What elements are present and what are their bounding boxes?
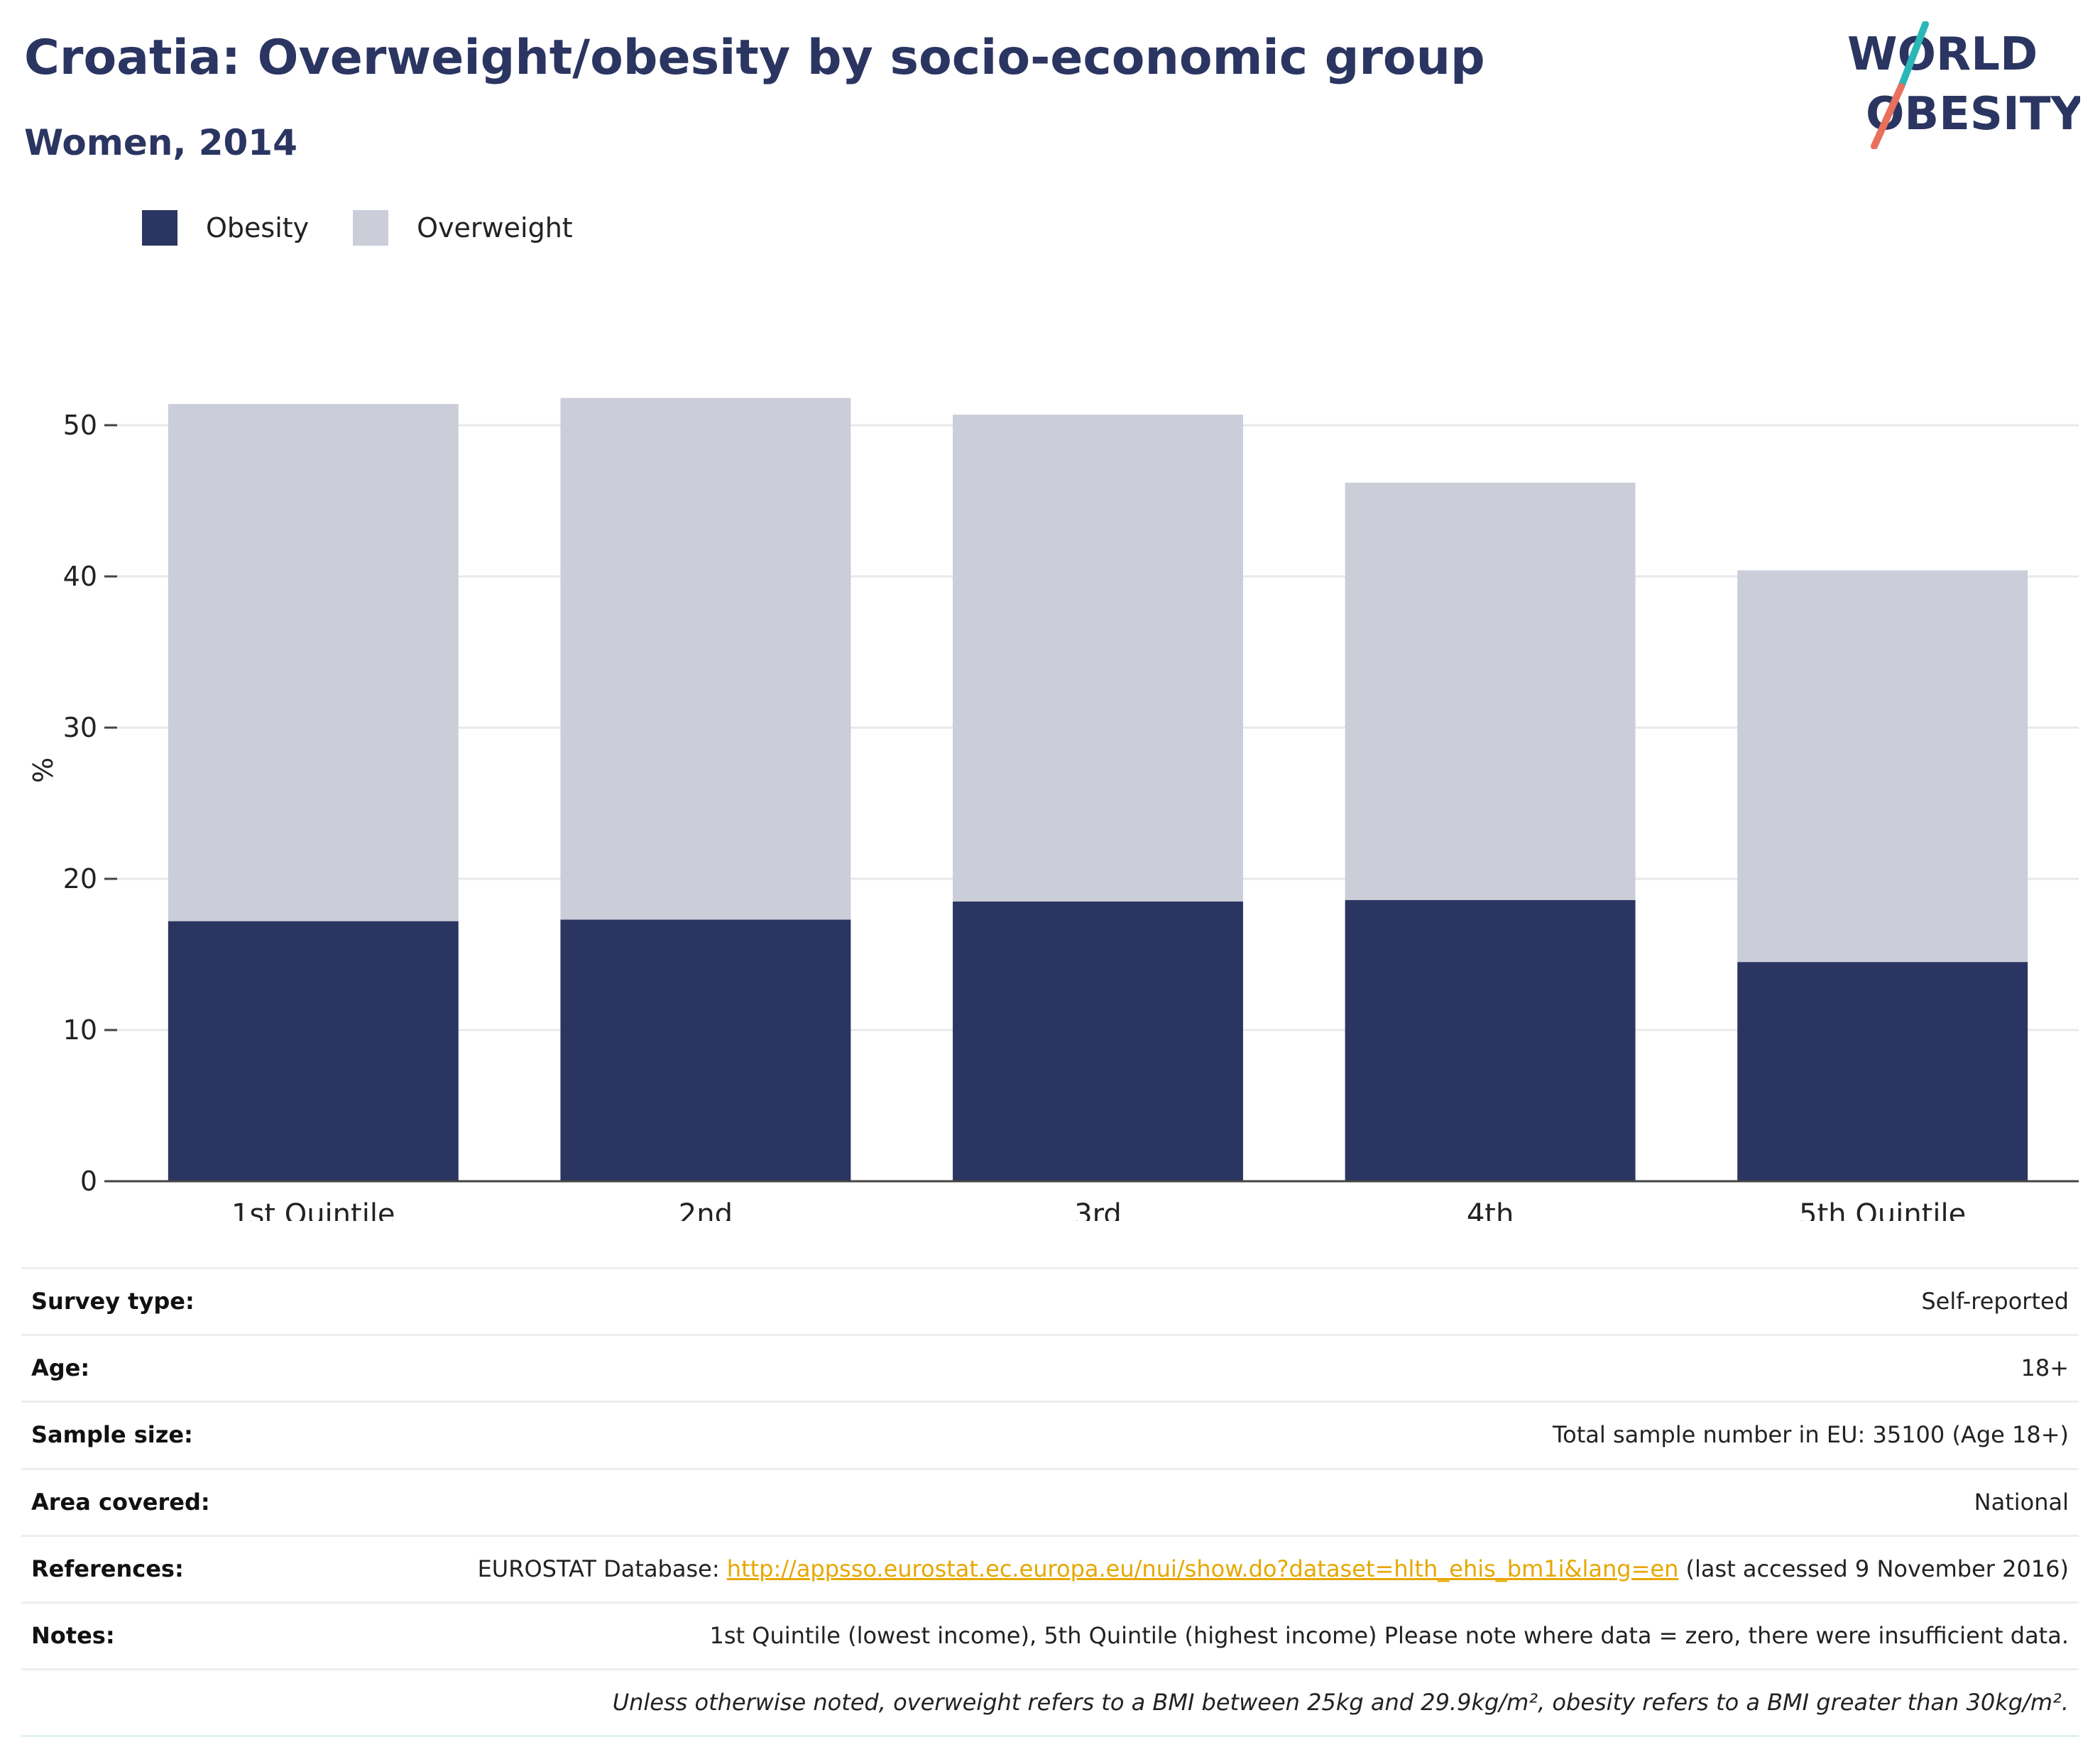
y-tick-label: 30 <box>63 712 97 743</box>
row-key: Survey type: <box>21 1266 439 1335</box>
y-tick-label: 20 <box>63 863 97 894</box>
stacked-bar-chart: 0 10 20 30 40 50% 1st Quintile 2nd 3rd 4th 5th Qui… <box>28 398 2079 1221</box>
chart-legend: Obesity Overweight <box>142 210 617 246</box>
table-row: Age: 18+ <box>21 1334 2079 1402</box>
x-tick-label: 5th Quintile <box>1799 1198 1966 1221</box>
legend-swatch-obesity <box>142 210 177 246</box>
references-suffix: (last accessed 9 November 2016) <box>1678 1555 2069 1582</box>
bar-obesity-3 <box>953 901 1243 1181</box>
bar-obesity-1 <box>168 921 459 1181</box>
y-tick-label: 40 <box>63 561 97 592</box>
row-key <box>21 1668 439 1738</box>
row-value: 18+ <box>439 1334 2079 1402</box>
bar-obesity-5 <box>1737 962 2028 1181</box>
x-tick-label: 4th <box>1467 1198 1514 1221</box>
survey-info-table: Survey type: Self-reported Age: 18+ Samp… <box>21 1266 2079 1738</box>
table-row: Area covered: National <box>21 1467 2079 1536</box>
world-obesity-logo: WORLD OBESITY <box>1847 21 2080 149</box>
row-value: National <box>439 1467 2079 1536</box>
y-tick-label: 10 <box>63 1014 97 1046</box>
x-tick-label: 2nd <box>679 1198 733 1221</box>
row-key: References: <box>21 1534 439 1603</box>
table-row: Sample size: Total sample number in EU: … <box>21 1401 2079 1469</box>
legend-item-obesity[interactable]: Obesity <box>142 210 309 246</box>
x-tick-label: 1st Quintile <box>231 1198 395 1221</box>
table-row-references: References: EUROSTAT Database: http://ap… <box>21 1534 2079 1603</box>
y-tick-label: 50 <box>63 410 97 441</box>
footnote: Unless otherwise noted, overweight refer… <box>439 1668 2079 1738</box>
row-value: EUROSTAT Database: http://appsso.eurosta… <box>439 1534 2079 1603</box>
row-value: Self-reported <box>439 1266 2079 1335</box>
row-key: Age: <box>21 1334 439 1402</box>
references-prefix: EUROSTAT Database: <box>477 1555 727 1582</box>
bar-obesity-2 <box>560 919 851 1181</box>
row-key: Area covered: <box>21 1467 439 1536</box>
bar-overweight-3 <box>953 415 1243 902</box>
axes: 0 10 20 30 40 50% 1st Quintile 2nd 3rd 4th 5th Qui… <box>28 410 2079 1221</box>
logo-line1: WORLD <box>1847 28 2038 81</box>
legend-swatch-overweight <box>353 210 389 246</box>
legend-label-obesity: Obesity <box>206 212 310 243</box>
bar-overweight-5 <box>1737 570 2028 963</box>
x-tick-label: 3rd <box>1074 1198 1122 1221</box>
page-title: Croatia: Overweight/obesity by socio-eco… <box>24 30 1485 86</box>
logo-line2: OBESITY <box>1866 88 2080 141</box>
y-axis-label: % <box>28 757 59 783</box>
bar-overweight-1 <box>168 404 459 921</box>
y-tick-label: 0 <box>80 1166 97 1197</box>
page-subtitle: Women, 2014 <box>24 122 297 163</box>
bar-overweight-2 <box>560 398 851 920</box>
row-key: Notes: <box>21 1601 439 1670</box>
table-row-footnote: Unless otherwise noted, overweight refer… <box>21 1668 2079 1738</box>
table-row-notes: Notes: 1st Quintile (lowest income), 5th… <box>21 1601 2079 1670</box>
bar-overweight-4 <box>1345 482 1636 900</box>
table-row: Survey type: Self-reported <box>21 1266 2079 1335</box>
bar-obesity-4 <box>1345 899 1636 1181</box>
row-value: 1st Quintile (lowest income), 5th Quinti… <box>439 1601 2079 1670</box>
logo-slash-coral <box>1871 83 1905 149</box>
row-key: Sample size: <box>21 1401 439 1469</box>
legend-item-overweight[interactable]: Overweight <box>353 210 573 246</box>
legend-label-overweight: Overweight <box>417 212 573 243</box>
row-value: Total sample number in EU: 35100 (Age 18… <box>439 1401 2079 1469</box>
bars <box>168 398 2028 1181</box>
eurostat-link[interactable]: http://appsso.eurostat.ec.europa.eu/nui/… <box>726 1555 1679 1582</box>
logo-slash-teal <box>1898 21 1929 90</box>
